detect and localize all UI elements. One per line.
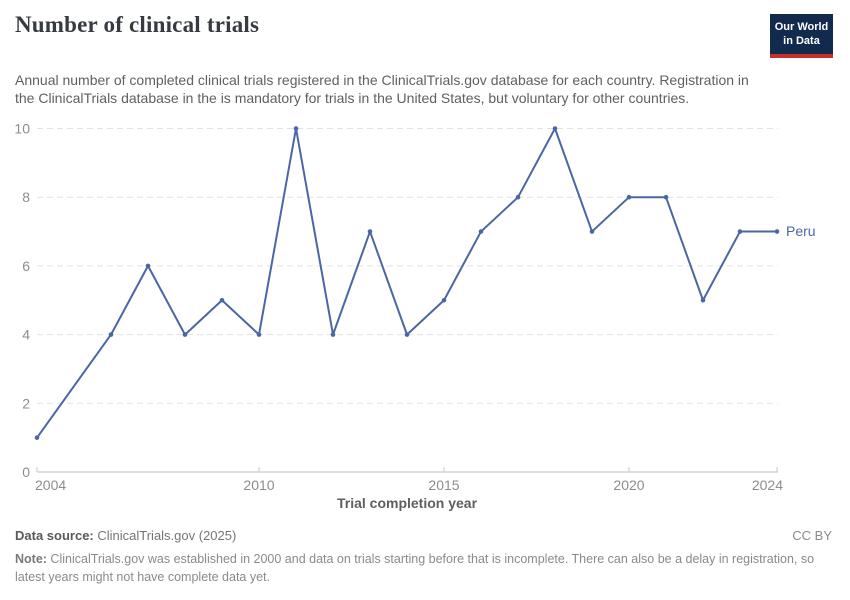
data-point[interactable] — [219, 297, 225, 303]
note-text: ClinicalTrials.gov was established in 20… — [15, 552, 815, 585]
data-point[interactable] — [626, 194, 632, 200]
data-source: Data source: ClinicalTrials.gov (2025) — [15, 528, 236, 543]
owid-logo-line2: in Data — [783, 35, 820, 48]
x-tick-label: 2010 — [243, 477, 274, 493]
y-tick-label: 8 — [22, 189, 30, 205]
data-point[interactable] — [663, 194, 669, 200]
data-point[interactable] — [34, 435, 40, 440]
note-label: Note: — [15, 552, 47, 566]
data-point[interactable] — [404, 332, 410, 337]
data-source-value: ClinicalTrials.gov (2025) — [93, 528, 237, 543]
data-point[interactable] — [515, 194, 521, 200]
data-point[interactable] — [478, 229, 484, 234]
data-point[interactable] — [774, 229, 780, 234]
line-chart[interactable]: 0 2 4 6 8 10 2004 2010 2015 2020 2024 Trial complet… — [0, 112, 850, 517]
x-tick-label: 2020 — [613, 477, 644, 493]
data-point[interactable] — [441, 297, 447, 303]
y-tick-label: 6 — [22, 258, 30, 274]
y-tick-label: 0 — [22, 464, 30, 480]
license-badge[interactable]: CC BY — [792, 528, 832, 543]
source-row: Data source: ClinicalTrials.gov (2025) C… — [15, 528, 832, 543]
data-point[interactable] — [589, 229, 595, 234]
data-point[interactable] — [293, 126, 299, 131]
chart-footer: Data source: ClinicalTrials.gov (2025) C… — [15, 528, 832, 586]
owid-logo[interactable]: Our World in Data — [770, 14, 833, 58]
chart-subtitle: Annual number of completed clinical tria… — [15, 72, 749, 107]
x-axis-title: Trial completion year — [337, 495, 478, 511]
x-tick-label: 2004 — [35, 477, 66, 493]
x-tick-label: 2024 — [752, 477, 783, 493]
data-point[interactable] — [552, 126, 558, 131]
note-row: Note: ClinicalTrials.gov was established… — [15, 550, 827, 586]
series-label-peru[interactable]: Peru — [786, 223, 816, 239]
data-point[interactable] — [700, 297, 706, 303]
data-point[interactable] — [182, 332, 188, 337]
y-tick-label: 2 — [22, 395, 30, 411]
y-tick-label: 10 — [14, 121, 30, 137]
data-point[interactable] — [145, 263, 151, 269]
data-point[interactable] — [108, 332, 114, 337]
owid-logo-line1: Our World — [774, 21, 829, 33]
data-point[interactable] — [737, 229, 743, 234]
data-point[interactable] — [256, 332, 262, 337]
y-tick-label: 4 — [22, 327, 30, 343]
x-tick-label: 2015 — [428, 477, 459, 493]
data-point[interactable] — [367, 229, 373, 234]
data-source-label: Data source: — [15, 528, 94, 543]
data-point[interactable] — [330, 332, 336, 337]
page-title: Number of clinical trials — [15, 12, 260, 37]
series-line-peru[interactable] — [36, 127, 778, 439]
